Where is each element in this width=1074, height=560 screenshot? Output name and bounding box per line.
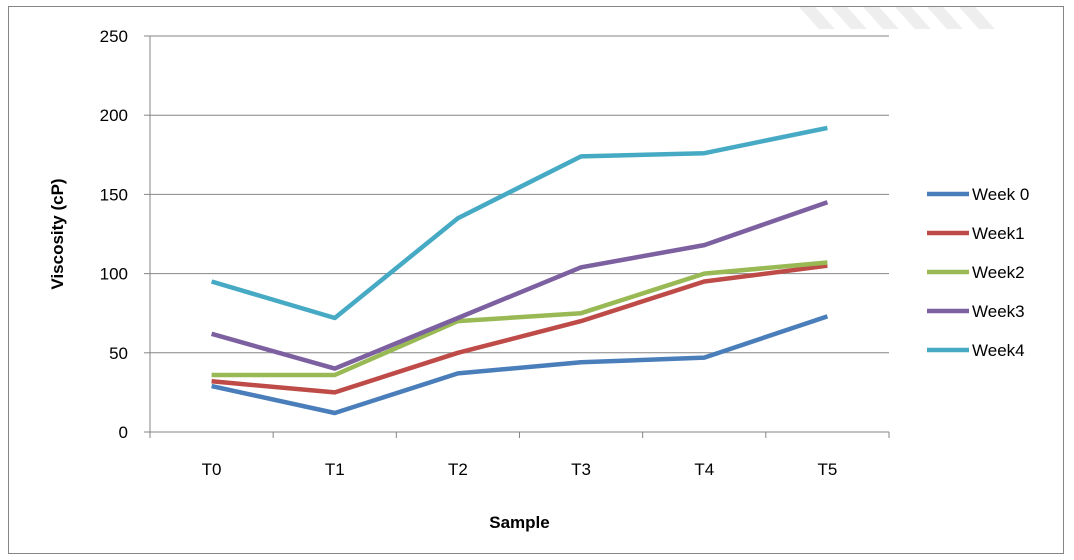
x-tick-label-T1: T1 [325,460,345,479]
legend-label: Week 0 [972,185,1029,204]
legend: Week 0 Week1 Week2 Week3 Week4 [927,185,1029,360]
y-tick-label-0: 0 [119,423,128,442]
series-line-week4 [210,125,828,321]
series-line-week-0 [211,314,829,416]
y-tick-label-150: 150 [100,185,128,204]
x-tick-label-T5: T5 [817,460,837,479]
legend-label: Week2 [972,263,1025,282]
x-tick-label-T3: T3 [571,460,591,479]
legend-label: Week4 [972,341,1025,360]
series-lines [210,125,829,416]
legend-item-week2: Week2 [927,263,1025,282]
legend-label: Week3 [972,302,1025,321]
x-tick-label-T2: T2 [448,460,468,479]
chart-frame: 0 50 100 150 200 250 T0 T1 T2 T3 T4 T5 Viscosity (… [8,6,1064,554]
legend-item-week1: Week1 [927,224,1025,243]
x-tick-label-T4: T4 [694,460,714,479]
x-axis-title: Sample [489,513,549,532]
x-tick-labels: T0 T1 T2 T3 T4 T5 [202,460,838,479]
y-tick-labels: 0 50 100 150 200 250 [100,27,128,442]
legend-item-week4: Week4 [927,341,1025,360]
y-tick-label-100: 100 [100,265,128,284]
legend-label: Week1 [972,224,1025,243]
y-tick-label-200: 200 [100,106,128,125]
y-tick-label-50: 50 [109,344,128,363]
y-tick-label-250: 250 [100,27,128,46]
series-line-week1 [211,263,828,395]
y-axis-title: Viscosity (cP) [48,178,67,289]
x-tick-label-T0: T0 [202,460,222,479]
legend-item-week3: Week3 [927,302,1025,321]
series-line-week2 [211,260,828,378]
legend-item-week-0: Week 0 [927,185,1029,204]
series-line-week3 [210,200,829,371]
line-chart: 0 50 100 150 200 250 T0 T1 T2 T3 T4 T5 Viscosity (… [48,27,1029,532]
axes [144,35,890,438]
gridlines [150,35,889,354]
decorative-stripes [799,7,995,29]
